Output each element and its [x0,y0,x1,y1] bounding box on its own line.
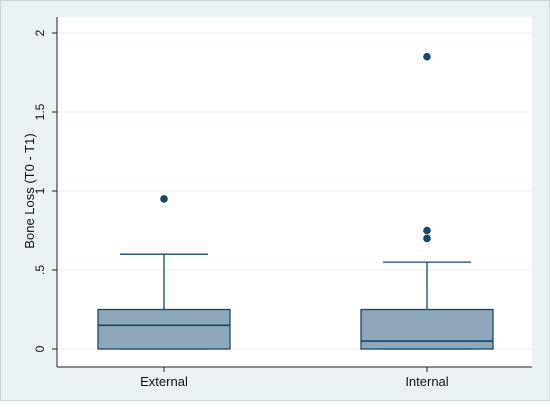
outlier-point [423,226,431,235]
y-tick-label: 2 [33,29,47,36]
y-tick-label: .5 [33,265,47,275]
outlier-point [423,234,431,243]
x-tick-label: External [140,374,188,389]
outlier-point [160,195,168,203]
outlier-point [423,52,431,61]
y-tick-label: 1 [33,187,47,194]
iqr-box [360,308,494,350]
iqr-box [97,308,231,350]
y-axis: 0 .5 1 1.5 2 [33,17,58,367]
plot-area [57,17,532,367]
y-tick-label: 0 [33,345,47,352]
boxes [97,52,494,350]
box-group [360,52,494,350]
y-axis-label: Bone Loss (T0 - T1) [22,133,37,248]
box-group [97,195,231,350]
x-tick-label: Internal [405,374,448,389]
y-tick-label: 1.5 [33,103,47,120]
x-axis: External Internal [57,366,532,389]
